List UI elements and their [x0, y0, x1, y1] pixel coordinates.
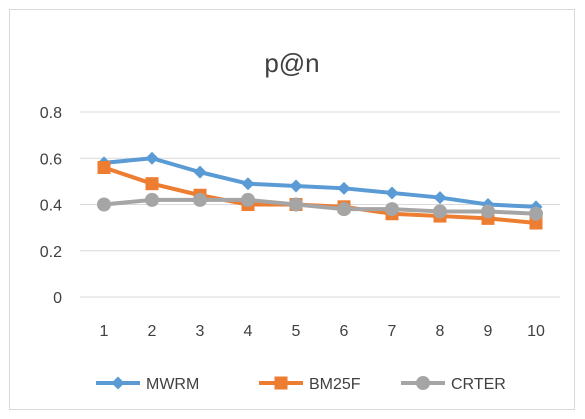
data-point-crter	[193, 192, 207, 207]
x-tick-label: 1	[100, 323, 109, 340]
x-tick-label: 5	[292, 323, 301, 340]
data-point-crter	[337, 202, 351, 217]
y-tick-label: 0.4	[40, 198, 62, 215]
data-point-mwrm	[385, 186, 399, 200]
x-tick-label: 4	[244, 323, 253, 340]
legend-marker-crter	[416, 376, 430, 390]
data-point-mwrm	[145, 151, 159, 165]
legend-marker-mwrm	[111, 376, 125, 390]
legend-item-crter: CRTER	[401, 376, 506, 393]
data-point-crter	[385, 202, 399, 217]
x-tick-label: 9	[484, 323, 493, 340]
data-point-mwrm	[241, 177, 255, 191]
x-tick-label: 6	[340, 323, 349, 340]
data-point-crter	[481, 204, 495, 219]
data-point-crter	[433, 204, 447, 219]
series-line-crter	[102, 197, 538, 216]
data-point-mwrm	[289, 179, 303, 193]
data-point-crter	[529, 206, 543, 221]
series-mwrm	[97, 151, 543, 214]
y-tick-label: 0.6	[40, 151, 62, 168]
y-tick-label: 0.8	[40, 105, 62, 122]
x-tick-label: 7	[388, 323, 397, 340]
x-tick-label: 2	[148, 323, 157, 340]
data-point-mwrm	[433, 191, 447, 205]
legend-label-bm25f: BM25F	[309, 376, 361, 393]
series-crter	[97, 192, 543, 221]
data-point-crter	[241, 192, 255, 207]
legend-item-mwrm: MWRM	[96, 376, 199, 393]
data-point-crter	[145, 192, 159, 207]
data-point-crter	[97, 197, 111, 212]
legend-label-mwrm: MWRM	[146, 376, 199, 393]
series-bm25f	[97, 161, 543, 230]
x-tick-label: 3	[196, 323, 205, 340]
x-tick-label: 8	[436, 323, 445, 340]
y-tick-label: 0	[53, 290, 62, 307]
legend-item-bm25f: BM25F	[259, 376, 361, 393]
series-line-bm25f	[102, 165, 538, 225]
series-line-mwrm	[102, 156, 538, 209]
data-point-mwrm	[193, 165, 207, 179]
data-point-crter	[289, 197, 303, 212]
x-tick-label: 10	[527, 323, 545, 340]
data-point-mwrm	[337, 181, 351, 195]
legend-label-crter: CRTER	[451, 376, 506, 393]
data-point-bm25f	[97, 161, 111, 174]
y-tick-label: 0.2	[40, 244, 62, 261]
chart-title: p@n	[264, 48, 319, 78]
legend-marker-bm25f	[274, 376, 288, 390]
data-point-bm25f	[145, 177, 159, 191]
